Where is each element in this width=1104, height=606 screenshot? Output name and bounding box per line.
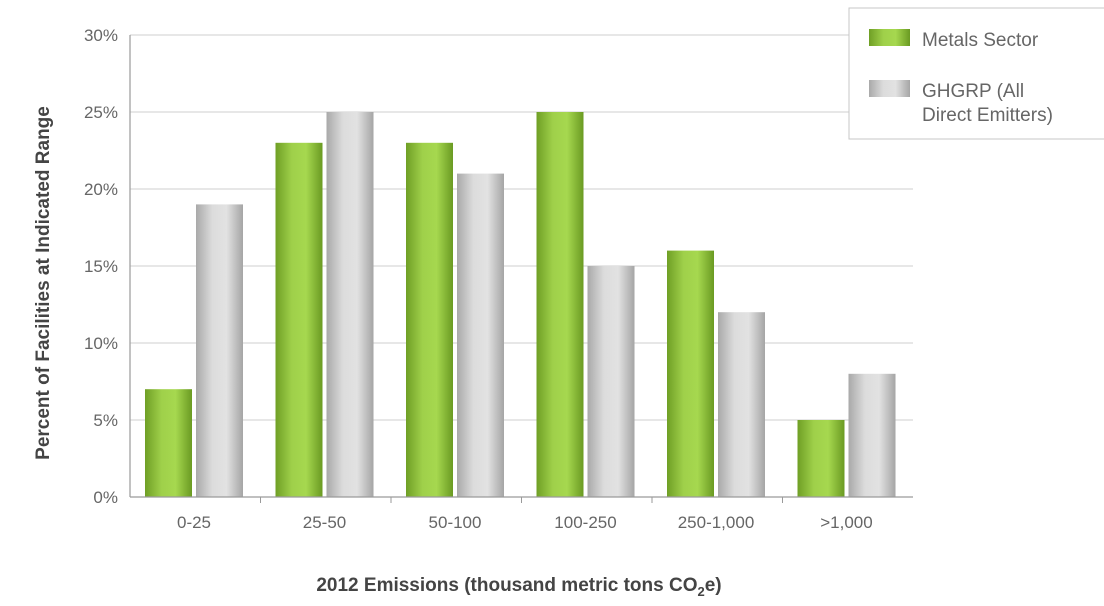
- x-axis-tick-labels: 0-25 25-50 50-100 100-250 250-1,000 >1,000: [177, 497, 873, 532]
- x-tick-label: 100-250: [554, 513, 616, 532]
- legend-swatch-ghgrp: [869, 80, 910, 97]
- bar-metals-sector: [145, 389, 192, 497]
- legend-label-metals-sector: Metals Sector: [922, 30, 1039, 51]
- x-tick-label: 50-100: [429, 513, 482, 532]
- x-tick-label: >1,000: [820, 513, 872, 532]
- bar-ghgrp: [718, 312, 765, 497]
- y-tick-label: 0%: [93, 488, 118, 507]
- legend-swatch-metals-sector: [869, 29, 910, 46]
- bars: [145, 112, 896, 498]
- y-axis-title: Percent of Facilities at Indicated Range: [33, 106, 54, 460]
- bar-ghgrp: [848, 373, 896, 497]
- bar-ghgrp: [587, 266, 635, 497]
- legend-label-ghgrp-line-2: Direct Emitters): [922, 105, 1053, 126]
- x-tick-label: 0-25: [177, 513, 211, 532]
- x-axis-title-main: 2012 Emissions (thousand metric tons CO: [316, 575, 697, 596]
- y-tick-label: 20%: [84, 180, 118, 199]
- gridlines: [130, 34, 913, 421]
- x-axis-title-suffix: e): [705, 575, 722, 596]
- bar-metals-sector: [275, 142, 323, 498]
- y-tick-label: 10%: [84, 334, 118, 353]
- bar-metals-sector: [667, 250, 714, 497]
- x-axis-title: 2012 Emissions (thousand metric tons CO2…: [316, 575, 721, 599]
- y-tick-label: 5%: [93, 411, 118, 430]
- y-tick-label: 30%: [84, 26, 118, 45]
- bar-metals-sector: [797, 420, 845, 497]
- y-tick-label: 25%: [84, 103, 118, 122]
- bar-ghgrp: [457, 173, 504, 497]
- legend-label-ghgrp-line-1: GHGRP (All: [922, 81, 1024, 102]
- bar-metals-sector: [406, 142, 453, 498]
- y-tick-label: 15%: [84, 257, 118, 276]
- bar-ghgrp: [326, 112, 374, 497]
- x-tick-label: 25-50: [303, 513, 346, 532]
- y-axis-tick-labels: 0% 5% 10% 15% 20% 25% 30%: [84, 26, 118, 507]
- x-axis-title-subscript: 2: [698, 584, 705, 599]
- bar-metals-sector: [536, 112, 584, 497]
- bar-ghgrp: [196, 204, 243, 497]
- x-tick-label: 250-1,000: [678, 513, 755, 532]
- legend: Metals Sector GHGRP (All Direct Emitters): [848, 7, 1104, 140]
- legend-label-ghgrp: GHGRP (All Direct Emitters): [922, 81, 1053, 126]
